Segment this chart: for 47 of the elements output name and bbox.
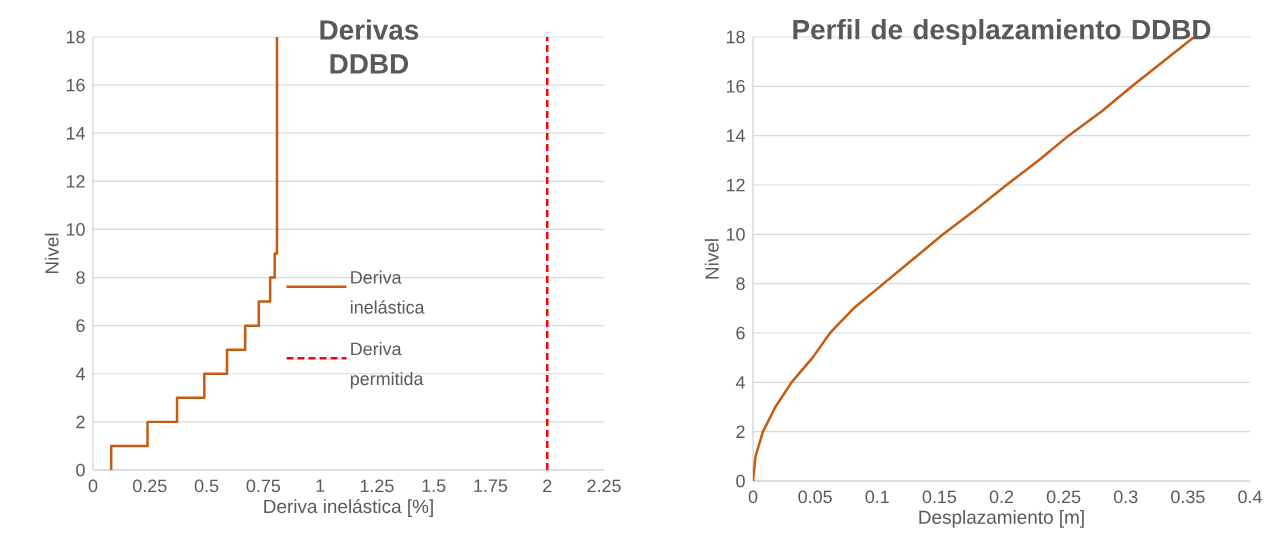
x-tick-label: 0.15 [922,490,957,504]
y-tick-label: 6 [736,326,745,340]
y-tick-label: 14 [66,127,85,140]
y-tick-label: 12 [726,178,745,192]
x-tick-label: 0.25 [133,479,167,493]
y-tick-label: 0 [76,463,85,477]
y-tick-label: 12 [66,175,85,188]
chart-title: Perfil de desplazamiento DDBD [793,19,1211,45]
y-tick-label: 16 [726,79,745,93]
y-tick-label: 16 [66,78,85,92]
x-tick-label: 0.05 [798,490,832,504]
x-tick-label: 0 [88,479,98,493]
y-tick-label: 8 [76,271,85,284]
x-tick-label: 0.5 [194,479,219,493]
x-tick-label: 1.5 [422,479,446,493]
x-tick-label: 1 [316,479,325,492]
legend-label: Deriva permitida [350,342,424,389]
y-tick-label: 8 [736,277,745,290]
line-series [109,36,279,470]
legend-label: Deriva inelástica [350,270,425,314]
y-tick-label: 4 [735,376,745,389]
y-tick-label: 4 [75,367,85,380]
x-tick-label: 0.3 [1114,490,1138,504]
y-tick-label: 6 [76,319,85,332]
x-tick-label: 2 [543,479,552,493]
y-tick-label: 18 [726,30,745,44]
x-tick-label: 0.75 [246,479,281,493]
y-tick-label: 2 [736,425,745,438]
x-tick-label: 0.4 [1238,490,1262,504]
chart-title: Derivas DDBD [320,19,419,74]
y-tick-label: 10 [726,227,745,241]
x-axis-title: Deriva inelástica [%] [264,499,433,517]
y-axis-title: Nivel [704,239,719,279]
x-tick-label: 1.25 [360,479,394,493]
x-tick-label: 2.25 [587,479,621,493]
y-tick-label: 2 [76,415,85,429]
y-tick-label: 10 [66,223,85,236]
x-tick-label: 0.1 [865,490,889,504]
y-axis-title: Nivel [44,233,59,273]
x-tick-label: 0 [748,490,758,504]
x-tick-label: 0.2 [989,490,1014,504]
y-tick-label: 18 [66,30,85,44]
x-tick-label: 0.35 [1171,490,1205,504]
y-tick-label: 14 [726,129,745,142]
x-tick-label: 0.25 [1046,490,1081,504]
x-tick-label: 1.75 [474,479,508,493]
x-axis-title: Desplazamiento [m] [919,510,1084,528]
